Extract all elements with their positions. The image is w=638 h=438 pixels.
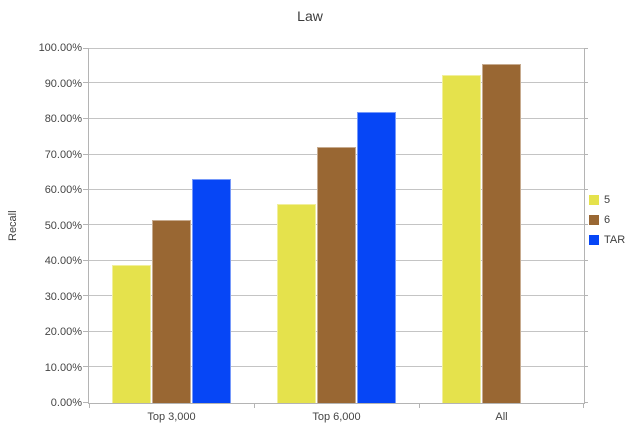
y-tick-label: 20.00% (44, 326, 82, 338)
y-tick-label: 90.00% (44, 77, 82, 90)
y-tick-right-80 (584, 118, 588, 119)
y-tick-right-50 (584, 224, 588, 225)
legend-swatch-6 (589, 214, 599, 225)
y-tick-80 (83, 118, 89, 119)
y-tick-70 (83, 154, 89, 155)
y-tick-50 (83, 224, 89, 225)
y-tick-label: 40.00% (44, 255, 82, 267)
bar-5-top-3-000 (112, 264, 151, 403)
bar-TAR-top-3-000 (192, 179, 231, 403)
gridline-100 (89, 48, 584, 49)
bar-6-top-6-000 (317, 147, 356, 403)
legend: 5 6 TAR (589, 193, 625, 253)
bar-6-all (482, 63, 521, 403)
y-tick-0 (83, 402, 89, 403)
legend-item-6: 6 (589, 213, 625, 226)
gridline-90 (89, 82, 584, 83)
legend-label: 6 (604, 213, 611, 226)
plot-area: 0.00% 10.00% 20.00% 30.00% 40.00% 50.00% 60.00… (39, 42, 588, 423)
bar-TAR-top-6-000 (357, 111, 396, 403)
y-tick-label: 60.00% (44, 184, 82, 196)
y-tick-right-0 (584, 402, 588, 403)
y-tick-label: 70.00% (44, 148, 82, 161)
y-tick-60 (83, 189, 89, 190)
y-tick-label: 0.00% (50, 397, 82, 409)
x-category-label: All (495, 411, 508, 423)
y-tick-30 (83, 295, 89, 296)
legend-label: 5 (604, 193, 611, 206)
bar-6-top-3-000 (152, 220, 191, 403)
y-tick-right-100 (584, 48, 588, 49)
y-tick-right-70 (584, 154, 588, 155)
legend-swatch-tar (589, 234, 599, 245)
legend-swatch-5 (589, 194, 599, 205)
legend-label: TAR (604, 233, 626, 246)
y-tick-label: 100.00% (38, 42, 82, 54)
x-tick (419, 403, 420, 408)
y-tick-40 (83, 260, 89, 261)
y-tick-label: 10.00% (44, 361, 82, 374)
y-tick-right-30 (584, 295, 588, 296)
y-tick-right-10 (584, 366, 588, 367)
legend-item-5: 5 (589, 193, 625, 206)
y-tick-right-90 (584, 82, 588, 83)
x-category-label: Top 3,000 (147, 411, 196, 423)
y-tick-90 (83, 82, 89, 83)
y-tick-label: 80.00% (44, 113, 82, 125)
x-category-label: Top 6,000 (312, 411, 361, 423)
bar-5-all (442, 74, 481, 403)
y-tick-right-40 (584, 260, 588, 261)
gridline-80 (89, 118, 584, 119)
y-tick-right-60 (584, 189, 588, 190)
x-tick (583, 403, 584, 408)
y-tick-right-20 (584, 331, 588, 332)
x-tick (254, 403, 255, 408)
x-tick (89, 403, 90, 408)
chart-title: Law (297, 8, 323, 24)
y-tick-label: 30.00% (44, 290, 82, 303)
bar-5-top-6-000 (277, 204, 316, 403)
y-tick-100 (83, 48, 89, 49)
y-axis-title: Recall (7, 210, 19, 241)
y-tick-10 (83, 366, 89, 367)
legend-item-tar: TAR (589, 233, 625, 246)
y-tick-label: 50.00% (44, 219, 82, 232)
y-tick-20 (83, 331, 89, 332)
